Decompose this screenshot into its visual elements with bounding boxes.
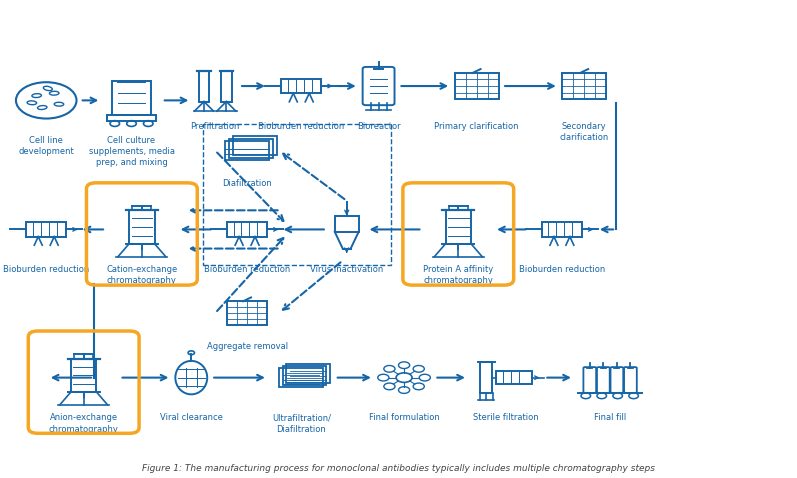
Bar xyxy=(71,358,96,392)
Text: Prefiltration: Prefiltration xyxy=(190,122,240,131)
Text: Virus inactivation: Virus inactivation xyxy=(310,265,383,274)
Text: Bioburden reduction: Bioburden reduction xyxy=(519,265,605,274)
Text: Primary clarification: Primary clarification xyxy=(434,122,519,131)
Text: Viral clearance: Viral clearance xyxy=(160,413,222,423)
Bar xyxy=(198,70,209,102)
Bar xyxy=(542,222,582,237)
Text: Cell culture
supplements, media
prep, and mixing: Cell culture supplements, media prep, an… xyxy=(88,136,175,167)
Text: Figure 1: The manufacturing process for monoclonal antibodies typically includes: Figure 1: The manufacturing process for … xyxy=(142,464,655,473)
Text: Bioburden reduction: Bioburden reduction xyxy=(3,265,89,274)
Text: Cell line
development: Cell line development xyxy=(18,136,74,156)
Bar xyxy=(26,222,66,237)
Text: Cation-exchange
chromatography: Cation-exchange chromatography xyxy=(106,265,178,285)
Bar xyxy=(335,216,359,232)
Text: Diafiltration: Diafiltration xyxy=(222,179,272,188)
Bar xyxy=(129,210,155,244)
Text: Bioburden reduction: Bioburden reduction xyxy=(258,122,344,131)
Text: Protein A affinity
chromatography: Protein A affinity chromatography xyxy=(423,265,493,285)
Bar xyxy=(222,70,232,102)
Text: Ultrafiltration/
Diafiltration: Ultrafiltration/ Diafiltration xyxy=(272,413,331,434)
Bar xyxy=(454,73,499,99)
Text: Bioreactor: Bioreactor xyxy=(357,122,400,131)
Bar xyxy=(227,301,267,325)
Text: Aggregate removal: Aggregate removal xyxy=(206,342,288,351)
Bar xyxy=(562,73,606,99)
Bar xyxy=(227,222,267,237)
Bar xyxy=(496,371,532,384)
Bar xyxy=(480,362,493,393)
Bar xyxy=(446,210,471,244)
Text: Final formulation: Final formulation xyxy=(369,413,439,423)
Text: Final fill: Final fill xyxy=(594,413,626,423)
Text: Bioburden reduction: Bioburden reduction xyxy=(204,265,290,274)
Text: Sterile filtration: Sterile filtration xyxy=(473,413,539,423)
Text: Anion-exchange
chromatography: Anion-exchange chromatography xyxy=(49,413,119,434)
Bar xyxy=(281,79,321,93)
Text: Secondary
clarification: Secondary clarification xyxy=(559,122,609,142)
